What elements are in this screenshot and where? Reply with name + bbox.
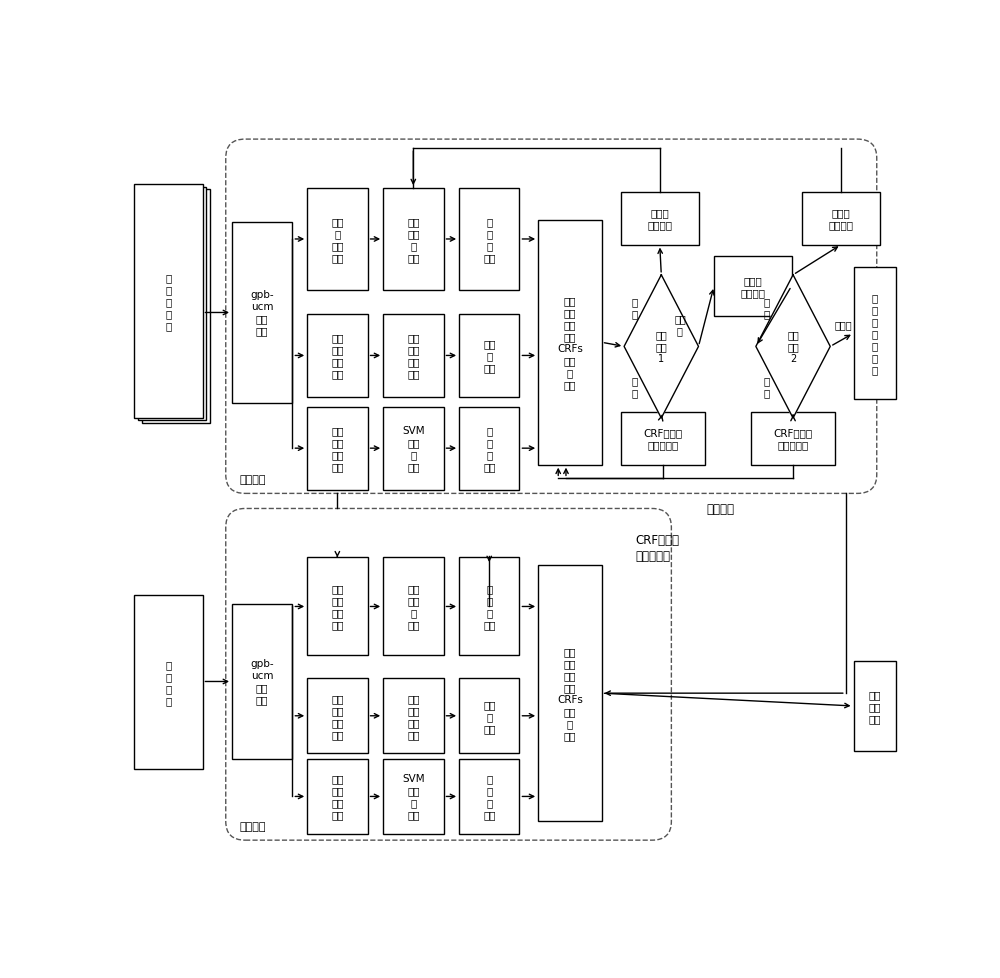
Text: 共享类
字典初始: 共享类 字典初始 xyxy=(740,276,765,297)
Bar xyxy=(751,413,835,466)
Text: gpb-
ucm
区域
分割: gpb- ucm 区域 分割 xyxy=(250,290,274,336)
Text: 高
阶
项
势能: 高 阶 项 势能 xyxy=(483,584,496,630)
Text: 字
典
和
参
数
输
出: 字 典 和 参 数 输 出 xyxy=(872,292,878,375)
Bar xyxy=(232,604,292,759)
Text: 测试阶段: 测试阶段 xyxy=(240,822,266,831)
Text: 共享类
字典更新: 共享类 字典更新 xyxy=(829,208,854,230)
Text: 不满足: 不满足 xyxy=(834,320,852,330)
Text: 满
足: 满 足 xyxy=(764,376,770,397)
Bar xyxy=(383,407,444,490)
Text: SVM
分类
器
训练: SVM 分类 器 训练 xyxy=(402,425,425,471)
Bar xyxy=(459,315,519,397)
Text: 训练阶段: 训练阶段 xyxy=(240,475,266,485)
Text: 稀疏
编码
子
计算: 稀疏 编码 子 计算 xyxy=(407,217,420,263)
Text: 成对
项
势能: 成对 项 势能 xyxy=(483,339,496,373)
Polygon shape xyxy=(756,276,830,419)
Text: 区域
标签
池库
构建: 区域 标签 池库 构建 xyxy=(331,333,344,379)
Text: 区域
标签
池库
构建: 区域 标签 池库 构建 xyxy=(331,693,344,739)
Bar xyxy=(383,679,444,754)
Bar xyxy=(307,315,368,397)
Text: 满
足: 满 足 xyxy=(632,296,638,319)
Text: 迭代
条件
1: 迭代 条件 1 xyxy=(655,330,667,364)
Text: 不满
足: 不满 足 xyxy=(674,314,686,335)
Polygon shape xyxy=(624,276,698,419)
Text: 迭代
条件
2: 迭代 条件 2 xyxy=(787,330,799,364)
Bar xyxy=(621,193,698,245)
Text: 稀疏
编码
子
计算: 稀疏 编码 子 计算 xyxy=(407,584,420,630)
Text: CRF和分类
器参数更新: CRF和分类 器参数更新 xyxy=(773,428,813,450)
Bar xyxy=(459,407,519,490)
Bar xyxy=(232,223,292,404)
Bar xyxy=(383,315,444,397)
Bar xyxy=(138,188,206,421)
Bar xyxy=(383,759,444,834)
Bar xyxy=(307,679,368,754)
Text: 高
阶
项
势能: 高 阶 项 势能 xyxy=(483,217,496,263)
Text: 特定
类
字典
初始: 特定 类 字典 初始 xyxy=(331,217,344,263)
Text: 颜色
对比
信息
提取: 颜色 对比 信息 提取 xyxy=(407,693,420,739)
Text: gpb-
ucm
区域
分割: gpb- ucm 区域 分割 xyxy=(250,659,274,705)
Text: 标注
图像
输出: 标注 图像 输出 xyxy=(869,689,881,724)
Text: 基于
稀疏
表示
高阶
CRFs
概率
图
模型: 基于 稀疏 表示 高阶 CRFs 概率 图 模型 xyxy=(557,646,583,740)
Text: 一
元
项
势能: 一 元 项 势能 xyxy=(483,774,496,820)
Bar xyxy=(538,220,602,466)
Bar xyxy=(307,189,368,290)
Text: SVM
分类
器
训练: SVM 分类 器 训练 xyxy=(402,774,425,820)
Text: 区域
标签
池库
构建: 区域 标签 池库 构建 xyxy=(331,425,344,471)
Text: 颜色
对比
信息
提取: 颜色 对比 信息 提取 xyxy=(407,333,420,379)
Text: 满
足: 满 足 xyxy=(764,296,770,319)
Text: 满
足: 满 足 xyxy=(632,376,638,397)
Bar xyxy=(854,661,896,751)
Text: 基于
稀疏
表示
高阶
CRFs
概率
图
模型: 基于 稀疏 表示 高阶 CRFs 概率 图 模型 xyxy=(557,296,583,390)
Text: 一
元
项
势能: 一 元 项 势能 xyxy=(483,425,496,471)
Bar xyxy=(802,193,880,245)
Bar xyxy=(538,565,602,822)
Text: CRF和分类
器参数输入: CRF和分类 器参数输入 xyxy=(635,534,679,562)
Text: 特定类
字典更新: 特定类 字典更新 xyxy=(647,208,672,230)
Bar xyxy=(459,759,519,834)
Text: 判别
稀疏
字典
输入: 判别 稀疏 字典 输入 xyxy=(331,584,344,630)
Bar xyxy=(459,189,519,290)
Bar xyxy=(621,413,705,466)
Bar xyxy=(307,557,368,656)
Bar xyxy=(854,268,896,400)
Bar xyxy=(383,557,444,656)
Bar xyxy=(383,189,444,290)
Text: 训
练
数
据
集: 训 练 数 据 集 xyxy=(165,273,172,331)
Text: 字典输入: 字典输入 xyxy=(706,503,734,515)
Bar xyxy=(307,407,368,490)
Bar xyxy=(459,557,519,656)
Text: 测
试
图
像: 测 试 图 像 xyxy=(165,659,172,705)
Bar xyxy=(134,596,202,769)
Text: 区域
标签
池库
构建: 区域 标签 池库 构建 xyxy=(331,774,344,820)
Text: 成对
项
势能: 成对 项 势能 xyxy=(483,699,496,734)
Text: CRF和分类
器参数更新: CRF和分类 器参数更新 xyxy=(643,428,682,450)
Bar xyxy=(714,256,792,317)
Bar xyxy=(142,190,210,423)
Bar xyxy=(459,679,519,754)
Bar xyxy=(134,185,202,419)
Bar xyxy=(307,759,368,834)
